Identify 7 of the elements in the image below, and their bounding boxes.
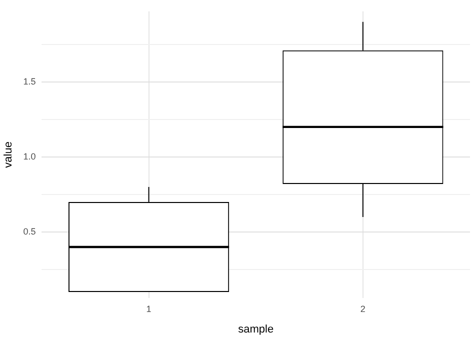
x-axis-title: sample	[238, 323, 274, 336]
y-tick-label: 1.5	[23, 76, 36, 86]
x-tick-label: 2	[360, 304, 366, 314]
y-axis-title: value	[2, 142, 15, 168]
x-tick-label: 1	[146, 304, 152, 314]
y-tick-label: 1.0	[23, 151, 36, 162]
y-tick-label: 0.5	[23, 226, 36, 236]
